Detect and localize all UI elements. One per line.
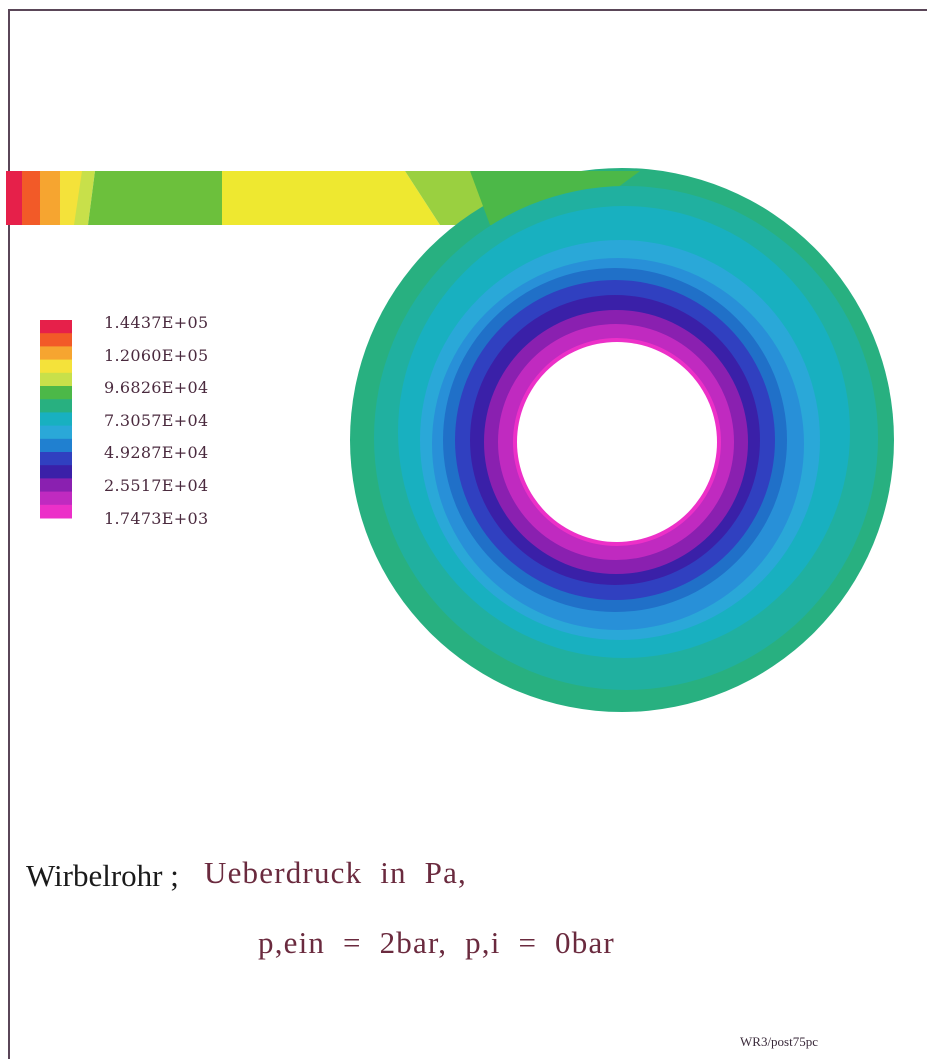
legend-swatch [40, 346, 72, 361]
legend-swatch [40, 504, 72, 519]
inlet-pipe [6, 171, 490, 225]
inlet-band-2 [22, 171, 40, 225]
legend-swatch [40, 399, 72, 413]
legend-swatch [40, 425, 72, 440]
legend-swatch [40, 478, 72, 493]
inlet-band-1 [6, 171, 22, 225]
legend-label: 2.5517E+04 [104, 476, 209, 495]
legend-label: 4.9287E+04 [104, 443, 209, 463]
caption-conditions: p,ein = 2bar, p,i = 0bar [258, 925, 615, 960]
legend-label: 1.7473E+03 [104, 508, 209, 528]
caption-subtitle: Ueberdruck in Pa, [204, 855, 467, 890]
legend-swatch [40, 333, 72, 347]
legend-swatch [40, 320, 72, 334]
figure-tag: WR3/post75pc [740, 1034, 818, 1049]
figure-frame [8, 9, 927, 1059]
legend-swatch [40, 452, 72, 466]
legend-swatch [40, 491, 72, 506]
legend-swatch [40, 438, 72, 453]
legend-label: 1.2060E+05 [104, 345, 209, 365]
legend-swatch [40, 412, 72, 427]
inner-hole [517, 342, 717, 542]
legend-swatch [40, 359, 72, 374]
legend-label: 7.3057E+04 [104, 410, 209, 430]
inlet-band-3 [40, 171, 60, 225]
inlet-band-8 [405, 171, 490, 225]
caption-title: Wirbelrohr ; [26, 858, 179, 893]
legend-swatch [40, 386, 72, 400]
legend-label: 9.6826E+04 [104, 378, 209, 398]
legend-label: 1.4437E+05 [104, 313, 209, 332]
legend-swatch [40, 465, 72, 479]
inlet-band-7 [222, 171, 440, 225]
inlet-band-6 [88, 171, 222, 225]
legend-swatch [40, 372, 72, 387]
color-legend-bar [40, 320, 72, 519]
vortex-tube-cross-section [350, 168, 894, 712]
